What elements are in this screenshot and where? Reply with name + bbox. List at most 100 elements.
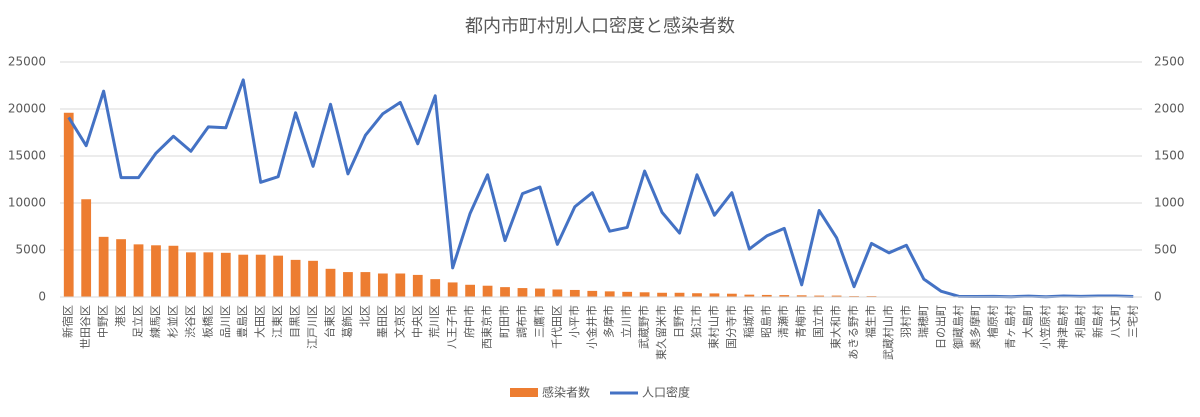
x-tick-label: 青梅市 xyxy=(794,305,808,338)
x-tick-label: 福生市 xyxy=(864,305,878,338)
y-tick-label: 5000 xyxy=(15,243,46,257)
bar xyxy=(412,274,423,297)
x-tick-label: 江戸川区 xyxy=(306,305,319,349)
x-tick-label: 東大和市 xyxy=(829,305,843,349)
x-tick-label: 三宅村 xyxy=(1125,305,1139,338)
x-tick-label: 瑞穂町 xyxy=(916,305,930,338)
line xyxy=(67,78,1134,299)
y2-tick-label: 1000 xyxy=(1154,196,1185,210)
bar xyxy=(220,252,231,297)
bar xyxy=(447,282,458,297)
legend-label: 人口密度 xyxy=(642,385,690,400)
y-tick-label: 10000 xyxy=(8,196,46,210)
bar xyxy=(238,254,249,297)
bar xyxy=(203,252,214,297)
y-tick-label: 0 xyxy=(38,290,46,304)
x-tick-label: 三鷹市 xyxy=(532,305,546,338)
y2-tick-label: 0 xyxy=(1154,290,1162,304)
bar xyxy=(360,272,371,297)
x-tick-label: 杉並区 xyxy=(165,305,179,338)
x-tick-label: 新宿区 xyxy=(61,305,75,338)
bar xyxy=(133,244,144,297)
x-tick-label: 中野区 xyxy=(97,305,110,338)
bar xyxy=(727,293,737,297)
x-tick-label: 新島村 xyxy=(1090,305,1104,338)
x-tick-label: 台東区 xyxy=(323,305,337,338)
x-tick-label: 目黒区 xyxy=(289,305,302,338)
bar xyxy=(692,293,702,297)
x-tick-label: 荒川区 xyxy=(428,305,441,338)
bar xyxy=(674,292,685,297)
bar xyxy=(796,295,807,297)
x-tick-label: 足立区 xyxy=(131,305,145,338)
x-tick-label: 調布市 xyxy=(514,305,528,338)
bar xyxy=(744,294,755,297)
y2-tick-label: 2000 xyxy=(1154,102,1185,116)
x-tick-label: 小笠原村 xyxy=(1038,305,1052,349)
x-tick-label: 府中市 xyxy=(462,305,476,338)
x-tick-label: 青ヶ島村 xyxy=(1003,305,1017,349)
x-tick-label: 渋谷区 xyxy=(184,305,197,338)
y-tick-label: 15000 xyxy=(8,149,46,163)
bar xyxy=(831,295,842,297)
bar xyxy=(343,272,353,297)
bar xyxy=(98,236,109,297)
bar xyxy=(395,273,406,297)
x-tick-label: 町田市 xyxy=(497,305,511,338)
y2-tick-label: 2500 xyxy=(1154,55,1185,69)
bar xyxy=(552,289,563,297)
bar xyxy=(779,295,790,297)
x-tick-label: 日の出町 xyxy=(933,305,947,349)
bar xyxy=(639,292,650,297)
x-tick-label: 世田谷区 xyxy=(79,305,92,349)
x-tick-label: 江東区 xyxy=(271,305,284,338)
x-tick-label: 港区 xyxy=(114,305,127,327)
x-tick-label: 東久留米市 xyxy=(654,305,668,360)
x-tick-label: 北区 xyxy=(358,305,371,327)
x-tick-label: 豊島区 xyxy=(235,305,249,338)
x-tick-label: 武蔵野市 xyxy=(637,305,651,349)
x-tick-label: 利島村 xyxy=(1073,305,1087,338)
x-tick-label: 大田区 xyxy=(253,305,267,338)
x-tick-label: 八丈町 xyxy=(1109,305,1122,338)
x-tick-label: 葛飾区 xyxy=(341,305,354,338)
legend-label: 感染者数 xyxy=(542,385,590,400)
x-tick-label: 神津島村 xyxy=(1055,305,1069,349)
bar xyxy=(604,291,615,297)
bar xyxy=(622,291,633,297)
x-tick-label: 日野市 xyxy=(672,305,686,338)
x-tick-label: 板橋区 xyxy=(200,305,214,338)
legend-swatch xyxy=(510,388,538,397)
x-tick-label: 八王子市 xyxy=(445,305,459,349)
bar xyxy=(657,292,667,297)
bar xyxy=(814,295,825,297)
x-tick-label: 羽村市 xyxy=(898,305,912,338)
bar xyxy=(465,284,475,297)
bar xyxy=(116,239,126,297)
x-tick-label: 品川区 xyxy=(219,305,232,338)
x-tick-label: 中央区 xyxy=(411,305,424,338)
bar xyxy=(255,254,266,297)
bar xyxy=(569,289,580,297)
x-tick-label: 西東京市 xyxy=(480,305,494,349)
x-tick-label: 清瀬市 xyxy=(776,305,790,338)
x-tick-label: 小金井市 xyxy=(584,305,598,349)
y2-tick-label: 500 xyxy=(1154,243,1177,257)
x-tick-label: 狛江市 xyxy=(689,305,703,338)
x-tick-label: 奥多摩町 xyxy=(968,305,982,349)
x-tick-label: 国立市 xyxy=(811,305,825,338)
bar xyxy=(186,252,196,297)
x-tick-label: 立川市 xyxy=(619,305,633,338)
x-tick-label: 大島町 xyxy=(1021,305,1035,338)
bar xyxy=(81,199,92,297)
bar xyxy=(290,259,301,297)
x-tick-label: 檜原村 xyxy=(986,305,1000,338)
x-tick-label: 小平市 xyxy=(567,305,581,338)
bar xyxy=(482,285,493,297)
y-tick-label: 20000 xyxy=(8,102,46,116)
x-tick-label: 御蔵島村 xyxy=(951,305,965,349)
x-tick-label: 墨田区 xyxy=(376,305,389,338)
bar xyxy=(535,288,545,297)
bar xyxy=(517,288,528,297)
